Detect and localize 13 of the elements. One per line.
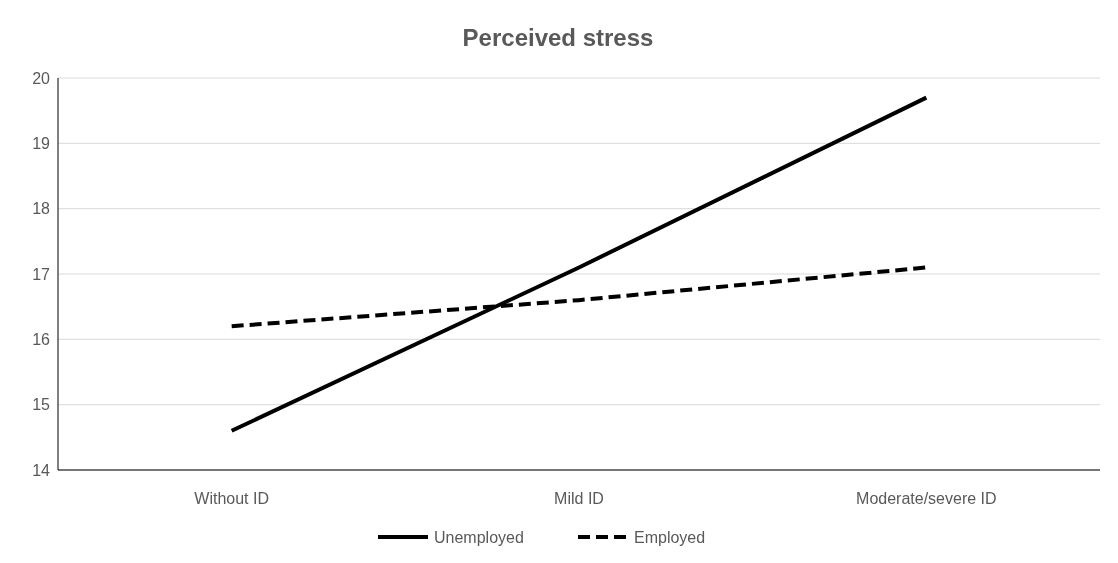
y-tick-label: 16: [32, 330, 51, 348]
y-tick-label: 15: [32, 396, 51, 414]
legend-label: Unemployed: [434, 528, 524, 546]
chart-title: Perceived stress: [462, 24, 654, 51]
y-tick-label: 18: [32, 200, 51, 218]
y-tick-label: 17: [32, 265, 51, 283]
legend-label: Employed: [634, 528, 706, 546]
y-tick-label: 14: [32, 461, 51, 479]
x-tick-label: Mild ID: [554, 490, 604, 507]
x-tick-label: Without ID: [194, 490, 270, 507]
y-tick-label: 19: [32, 134, 51, 152]
y-tick-label: 20: [32, 69, 51, 87]
x-tick-label: Moderate/severe ID: [856, 490, 997, 507]
